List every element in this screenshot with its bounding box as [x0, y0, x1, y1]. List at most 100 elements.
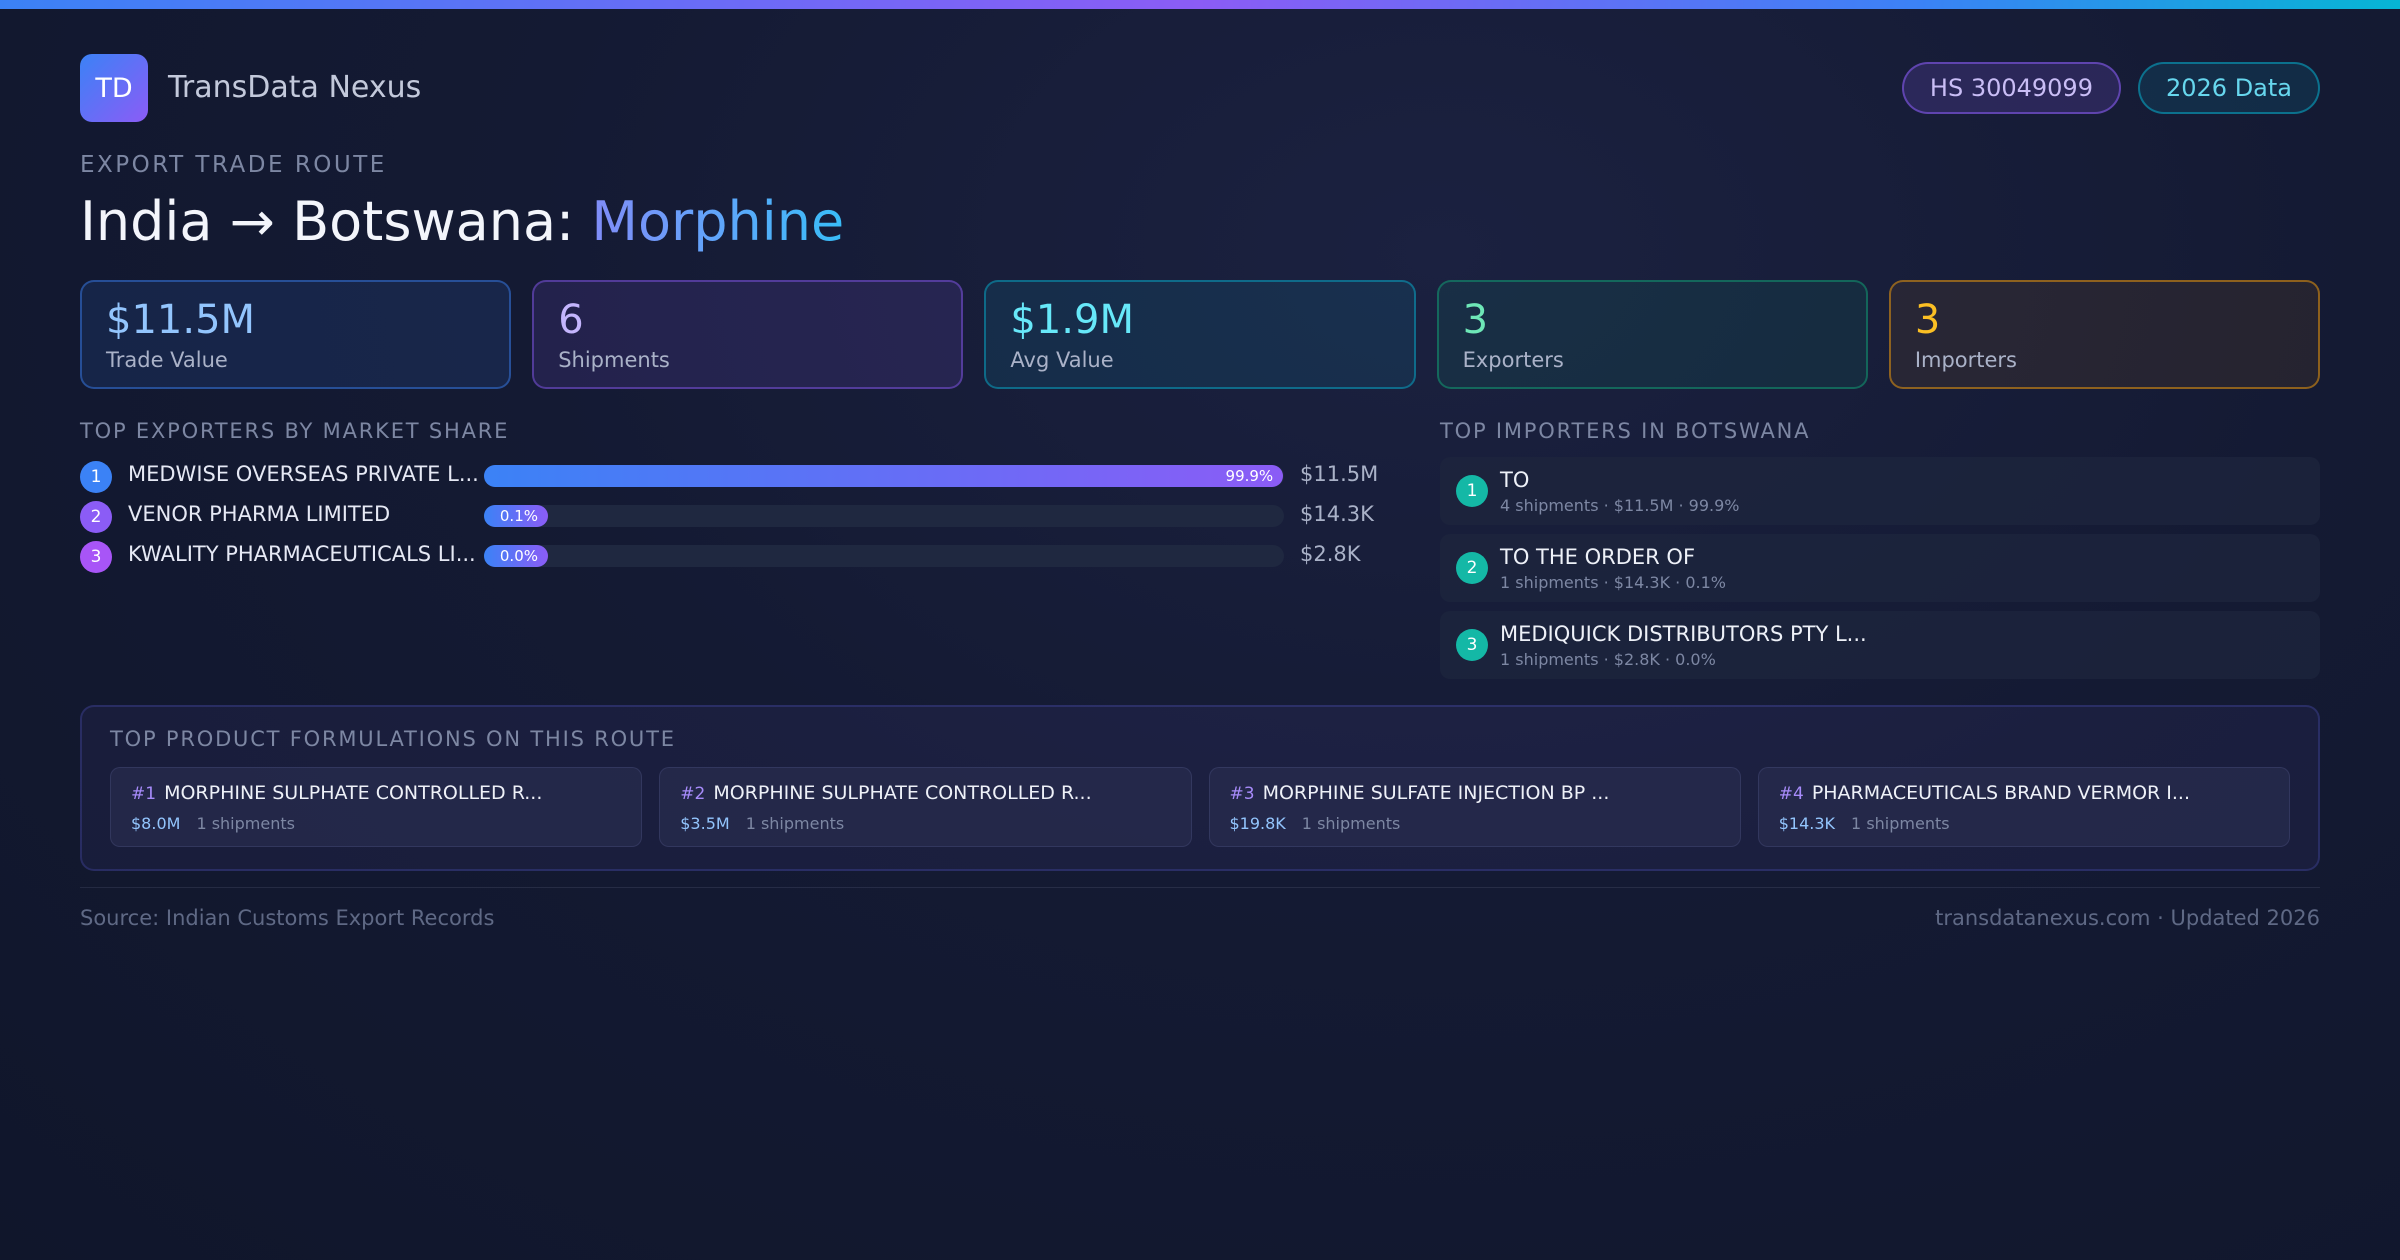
stat-value: 6 — [558, 297, 584, 343]
data-year-badge: 2026 Data — [2137, 62, 2320, 114]
rank-badge: 2 — [80, 501, 112, 533]
header: TD TransData Nexus HS 30049099 2026 Data — [80, 54, 2320, 122]
formulation-card[interactable]: #2 MORPHINE SULPHATE CONTROLLED R... $3.5… — [659, 767, 1192, 847]
page-container: TD TransData Nexus HS 30049099 2026 Data… — [80, 54, 2321, 946]
exporters-list: 1 MEDWISE OVERSEAS PRIVATE L... 99.9% $1… — [80, 457, 1380, 577]
exporter-value: $2.8K — [1300, 542, 1361, 566]
rank-badge: 1 — [80, 461, 112, 493]
importer-card[interactable]: 3 MEDIQUICK DISTRIBUTORS PTY L... 1 ship… — [1440, 611, 2320, 679]
formulation-stats: $19.8K 1 shipments — [1230, 814, 1720, 833]
formulation-card[interactable]: #4 PHARMACEUTICALS BRAND VERMOR I... $14.… — [1757, 767, 2290, 847]
route-title: India → Botswana: — [80, 190, 592, 253]
importer-name: TO THE ORDER OF — [1500, 545, 1696, 569]
formulation-stats: $8.0M 1 shipments — [131, 814, 621, 833]
product-name: Morphine — [591, 190, 845, 253]
formulation-value: $14.3K — [1778, 814, 1836, 833]
importers-title: TOP IMPORTERS IN BOTSWANA — [1440, 419, 1811, 443]
exporter-row[interactable]: 2 VENOR PHARMA LIMITED 0.1% $14.3K — [80, 497, 1380, 537]
stat-label: Avg Value — [1010, 348, 1114, 372]
formulation-card[interactable]: #1 MORPHINE SULPHATE CONTROLLED R... $8.0… — [110, 767, 643, 847]
route-eyebrow: EXPORT TRADE ROUTE — [80, 152, 387, 178]
importer-meta: 1 shipments · $2.8K · 0.0% — [1500, 650, 1716, 669]
formulation-shipments: 1 shipments — [1851, 814, 1950, 833]
stat-shipments: 6 Shipments — [532, 280, 964, 389]
share-bar-fill: 0.1% — [484, 505, 548, 527]
importer-name: MEDIQUICK DISTRIBUTORS PTY L... — [1500, 622, 1867, 646]
formulation-card[interactable]: #3 MORPHINE SULFATE INJECTION BP ... $19.… — [1208, 767, 1741, 847]
brand-name[interactable]: TransData Nexus — [168, 70, 422, 105]
formulation-rank: #1 — [131, 784, 157, 804]
formulation-header: #1 MORPHINE SULPHATE CONTROLLED R... — [131, 782, 621, 804]
site-link[interactable]: transdatanexus.com · Updated 2026 — [1935, 906, 2320, 930]
header-badges: HS 30049099 2026 Data — [1901, 62, 2320, 114]
stat-importers: 3 Importers — [1888, 280, 2321, 389]
formulation-header: #2 MORPHINE SULPHATE CONTROLLED R... — [680, 782, 1170, 804]
stat-value: 3 — [1462, 297, 1489, 343]
exporter-row[interactable]: 1 MEDWISE OVERSEAS PRIVATE L... 99.9% $1… — [80, 457, 1380, 497]
top-accent-bar — [0, 0, 2400, 9]
formulation-name: MORPHINE SULPHATE CONTROLLED R... — [713, 782, 1092, 804]
stat-exporters: 3 Exporters — [1436, 280, 1868, 389]
exporters-section: TOP EXPORTERS BY MARKET SHARE 1 MEDWISE … — [80, 419, 1380, 577]
importer-name: TO — [1500, 468, 1530, 492]
importer-meta: 1 shipments · $14.3K · 0.1% — [1500, 573, 1726, 592]
formulation-shipments: 1 shipments — [1301, 814, 1401, 833]
formulations-title: TOP PRODUCT FORMULATIONS ON THIS ROUTE — [110, 727, 676, 751]
stats-row: $11.5M Trade Value 6 Shipments $1.9M Avg… — [80, 280, 2321, 389]
formulations-grid: #1 MORPHINE SULPHATE CONTROLLED R... $8.0… — [110, 767, 2290, 847]
formulation-rank: #3 — [1229, 784, 1255, 804]
importer-card[interactable]: 2 TO THE ORDER OF 1 shipments · $14.3K ·… — [1440, 534, 2320, 602]
exporter-name: KWALITY PHARMACEUTICALS LI... — [128, 542, 476, 566]
footer-divider — [80, 887, 2320, 888]
stat-label: Trade Value — [106, 348, 228, 372]
importer-meta: 4 shipments · $11.5M · 99.9% — [1500, 496, 1740, 515]
formulation-rank: #2 — [680, 784, 706, 804]
source-note: Source: Indian Customs Export Records — [80, 906, 495, 930]
formulation-rank: #4 — [1778, 784, 1804, 804]
formulation-header: #3 MORPHINE SULFATE INJECTION BP ... — [1230, 782, 1720, 804]
formulation-name: PHARMACEUTICALS BRAND VERMOR I... — [1811, 782, 2191, 804]
logo[interactable]: TD — [80, 54, 148, 122]
share-percent: 99.9% — [1225, 467, 1274, 485]
share-percent: 0.0% — [499, 547, 538, 565]
share-percent: 0.1% — [499, 507, 538, 525]
exporters-title: TOP EXPORTERS BY MARKET SHARE — [80, 419, 510, 443]
page-title: India → Botswana: Morphine — [80, 190, 2320, 260]
stat-value: $11.5M — [106, 297, 256, 343]
stat-trade-value: $11.5M Trade Value — [80, 280, 512, 389]
exporter-row[interactable]: 3 KWALITY PHARMACEUTICALS LI... 0.0% $2.… — [80, 537, 1380, 577]
exporter-value: $11.5M — [1300, 462, 1379, 486]
formulation-name: MORPHINE SULFATE INJECTION BP ... — [1262, 782, 1610, 804]
formulation-value: $8.0M — [131, 814, 181, 833]
formulation-stats: $14.3K 1 shipments — [1779, 814, 2269, 833]
share-bar-track: 99.9% — [484, 465, 1284, 487]
rank-badge: 3 — [1456, 629, 1488, 661]
formulation-shipments: 1 shipments — [745, 814, 845, 833]
stat-value: 3 — [1914, 297, 1941, 343]
importers-list: 1 TO 4 shipments · $11.5M · 99.9% 2 TO T… — [1440, 457, 2320, 679]
share-bar-track: 0.0% — [484, 545, 1284, 567]
exporter-value: $14.3K — [1300, 502, 1374, 526]
hs-code-badge: HS 30049099 — [1901, 62, 2121, 114]
stat-value: $1.9M — [1010, 297, 1134, 343]
exporter-name: VENOR PHARMA LIMITED — [128, 502, 391, 526]
formulation-shipments: 1 shipments — [196, 814, 295, 833]
footer: Source: Indian Customs Export Records tr… — [80, 906, 2320, 946]
rank-badge: 3 — [80, 541, 112, 573]
share-bar-fill: 99.9% — [484, 465, 1284, 487]
formulation-stats: $3.5M 1 shipments — [680, 814, 1170, 833]
formulation-header: #4 PHARMACEUTICALS BRAND VERMOR I... — [1779, 782, 2269, 804]
formulation-value: $3.5M — [680, 814, 730, 833]
formulation-value: $19.8K — [1229, 814, 1286, 833]
share-bar-fill: 0.0% — [484, 545, 548, 567]
stat-label: Importers — [1914, 348, 2018, 372]
rank-badge: 2 — [1456, 552, 1488, 584]
importer-card[interactable]: 1 TO 4 shipments · $11.5M · 99.9% — [1440, 457, 2320, 525]
formulations-panel: TOP PRODUCT FORMULATIONS ON THIS ROUTE #… — [80, 705, 2320, 871]
middle-section: TOP EXPORTERS BY MARKET SHARE 1 MEDWISE … — [80, 419, 2320, 699]
stat-avg-value: $1.9M Avg Value — [984, 280, 1416, 389]
share-bar-track: 0.1% — [484, 505, 1284, 527]
importers-section: TOP IMPORTERS IN BOTSWANA 1 TO 4 shipmen… — [1440, 419, 2320, 688]
exporter-name: MEDWISE OVERSEAS PRIVATE L... — [128, 462, 479, 486]
rank-badge: 1 — [1456, 475, 1488, 507]
